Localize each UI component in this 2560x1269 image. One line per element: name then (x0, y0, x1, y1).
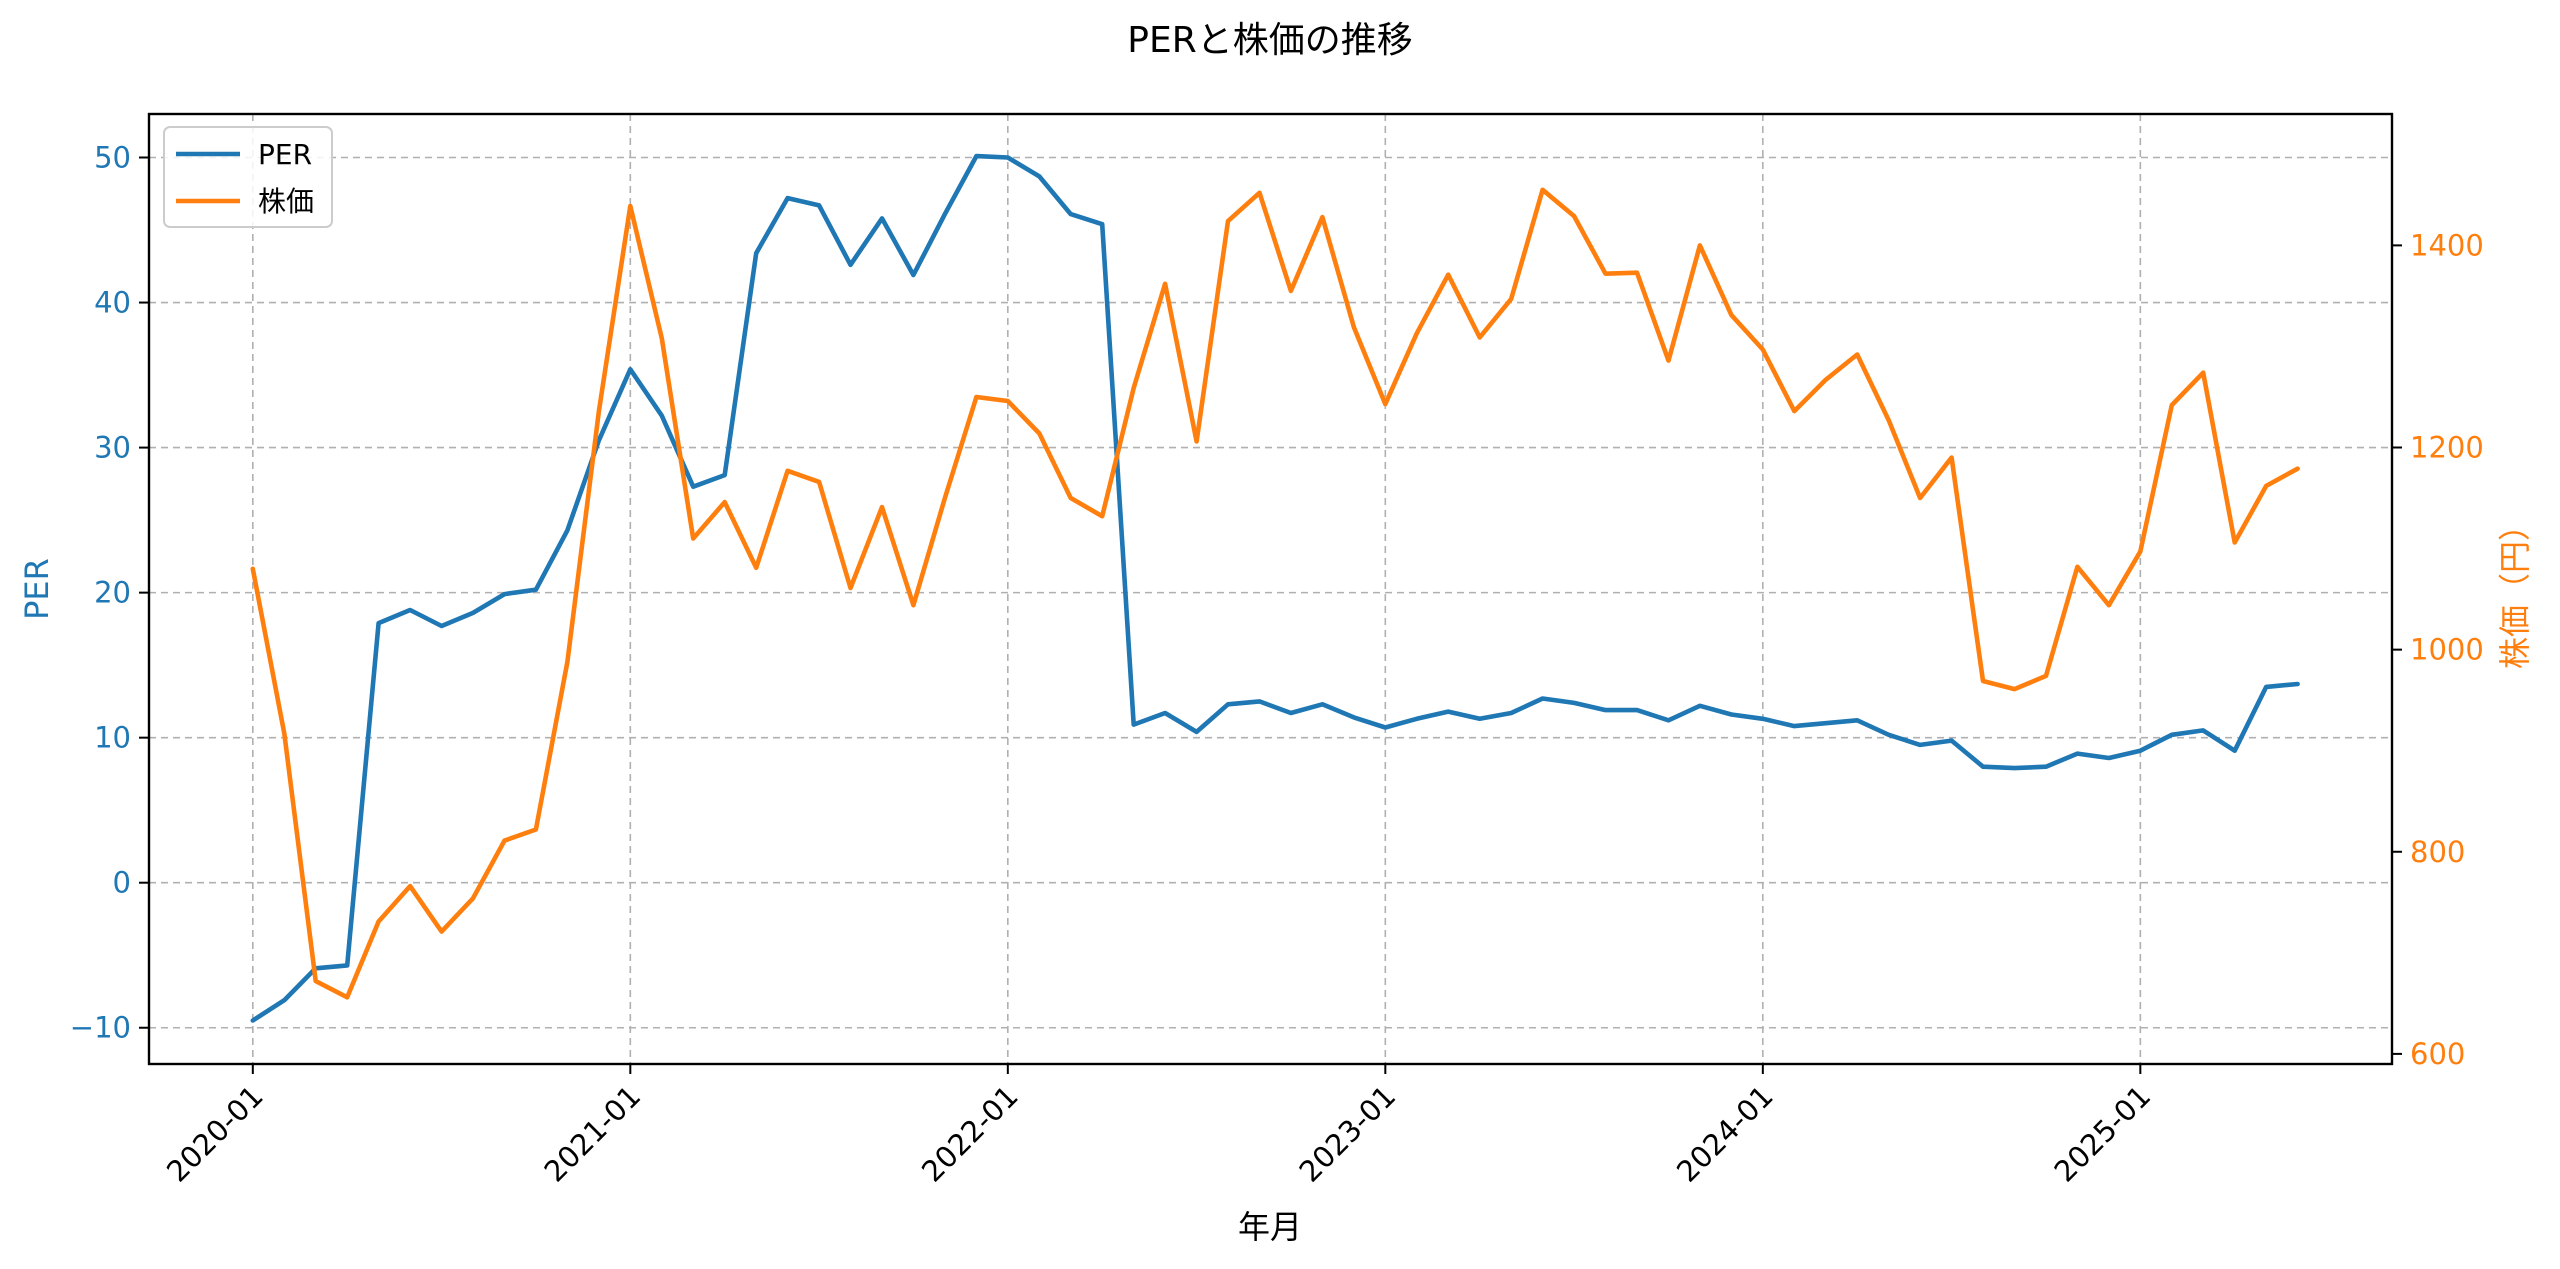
y-left-tick-label: 50 (94, 141, 131, 175)
grid (149, 114, 2392, 1064)
x-axis-label: 年月 (1238, 1208, 1302, 1246)
y-right-tick-label: 1400 (2410, 228, 2484, 262)
legend: PER 株価 (163, 126, 333, 228)
y-left-tick-label: 20 (94, 576, 131, 610)
y-axis-right: 600 800 1000 1200 1400 (2392, 228, 2484, 1071)
y-axis-left-label: PER (18, 558, 56, 620)
y-left-tick-label: 10 (94, 721, 131, 755)
x-tick-label: 2024-01 (1670, 1079, 1780, 1189)
y-axis-right-label: 株価（円） (2496, 509, 2534, 669)
x-tick-label: 2020-01 (160, 1079, 270, 1189)
x-tick-label: 2023-01 (1293, 1079, 1403, 1189)
plot-frame (147, 112, 2394, 1066)
x-tick-label: 2021-01 (538, 1079, 648, 1189)
y-right-tick-label: 800 (2410, 835, 2465, 869)
series-line-per (250, 153, 2300, 1023)
y-right-tick-label: 1200 (2410, 431, 2484, 465)
x-tick-label: 2022-01 (915, 1079, 1025, 1189)
legend-label-price: 株価 (258, 185, 314, 218)
y-left-tick-label: 40 (94, 286, 131, 320)
y-right-tick-label: 1000 (2410, 633, 2484, 667)
x-axis: 2020-01 2021-01 2022-01 2023-01 2024-01 2025-… (160, 1064, 2157, 1189)
x-tick-label: 2025-01 (2048, 1079, 2158, 1189)
chart-title: PERと株価の推移 (1127, 20, 1412, 61)
y-left-tick-label: 0 (113, 866, 131, 900)
y-left-tick-label: 30 (94, 431, 131, 465)
y-left-tick-label: −10 (70, 1011, 131, 1045)
y-right-tick-label: 600 (2410, 1037, 2465, 1071)
y-axis-left: −10 0 10 20 30 40 50 (70, 141, 149, 1045)
series-line-price (250, 187, 2300, 1000)
plot-area (250, 153, 2300, 1023)
legend-label-per: PER (258, 138, 312, 171)
